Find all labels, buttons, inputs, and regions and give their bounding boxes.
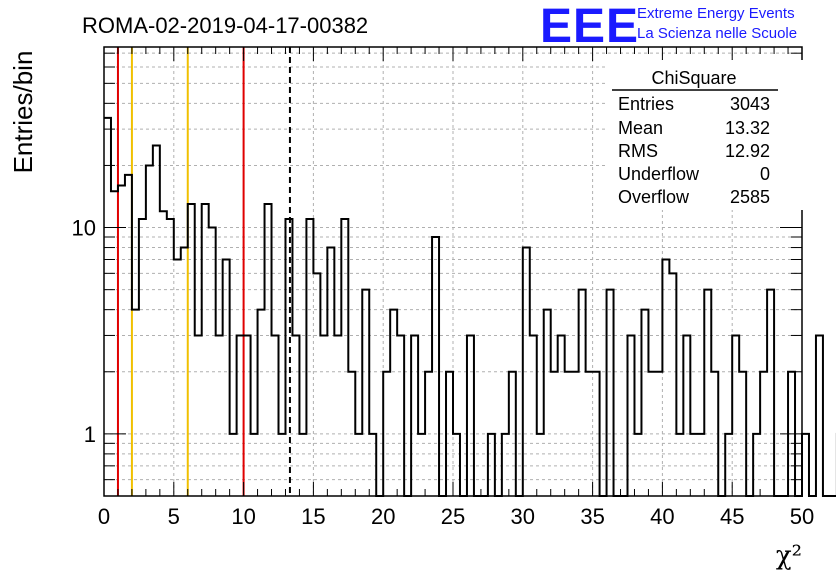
stat-value-entries: 3043: [730, 94, 770, 114]
logo-line-1: Extreme Energy Events: [637, 5, 795, 22]
x-tick-label: 25: [441, 504, 465, 529]
marker-layer: [116, 47, 291, 496]
y-axis-label: Entries/bin: [8, 51, 38, 174]
stat-value-rms: 12.92: [725, 141, 770, 161]
stat-value-underflow: 0: [760, 164, 770, 184]
histogram-step-line: [104, 116, 836, 497]
stats-box-background: [608, 60, 808, 210]
stat-label-rms: RMS: [618, 141, 658, 161]
stat-label-underflow: Underflow: [618, 164, 700, 184]
stat-value-mean: 13.32: [725, 118, 770, 138]
stats-box-title: ChiSquare: [651, 68, 736, 88]
logo-line-2: La Scienza nelle Scuole: [637, 25, 797, 42]
stat-label-mean: Mean: [618, 118, 663, 138]
x-tick-label: 0: [98, 504, 110, 529]
chart-title: ROMA-02-2019-04-17-00382: [82, 13, 368, 38]
stats-box: ChiSquare Entries 3043 Mean 13.32 RMS 12…: [608, 60, 808, 210]
histogram-layer: [104, 116, 836, 497]
x-tick-label: 10: [231, 504, 255, 529]
x-tick-label: 20: [371, 504, 395, 529]
x-axis-label: χ²: [776, 541, 802, 571]
y-tick-label: 1: [84, 422, 96, 447]
x-tick-label: 35: [580, 504, 604, 529]
x-tick-label: 5: [168, 504, 180, 529]
y-tick-label: 10: [72, 216, 96, 241]
x-tick-label: 30: [511, 504, 535, 529]
x-tick-label: 50: [790, 504, 814, 529]
eee-logo-mark: EEE: [540, 0, 639, 53]
x-tick-label: 15: [301, 504, 325, 529]
x-tick-label: 45: [720, 504, 744, 529]
x-tick-label: 40: [650, 504, 674, 529]
stat-value-overflow: 2585: [730, 187, 770, 207]
stat-label-overflow: Overflow: [618, 187, 690, 207]
axis-layer: 0 5 10 15 20 25 30 35 40 45 50 1 10: [72, 46, 814, 529]
stat-label-entries: Entries: [618, 94, 674, 114]
